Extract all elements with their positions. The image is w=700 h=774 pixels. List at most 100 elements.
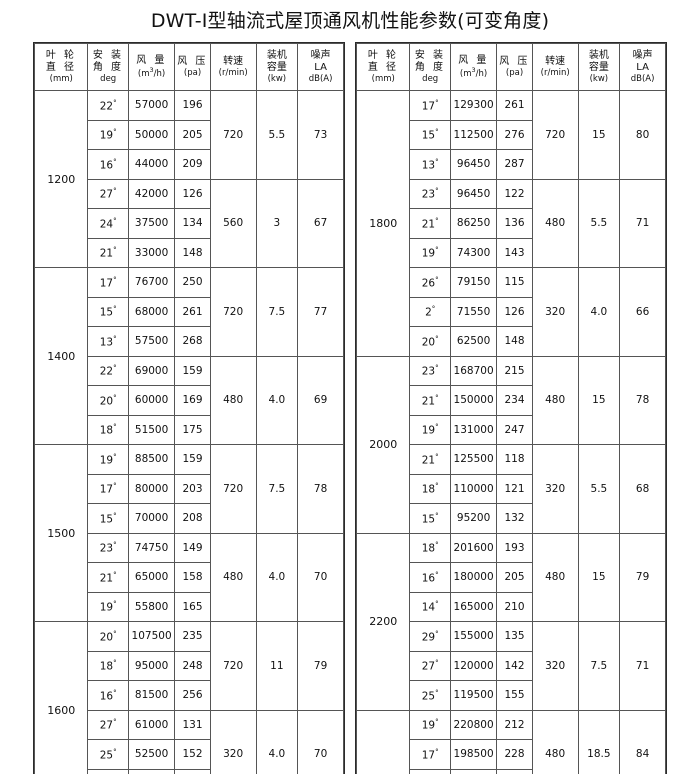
degree-symbol: °	[435, 600, 439, 608]
cell-noise: 69	[297, 355, 344, 445]
cell-flow: 44000	[127, 149, 176, 180]
cell-pressure: 196	[174, 90, 211, 121]
cell-flow: 42600	[127, 768, 176, 774]
degree-symbol: °	[435, 718, 439, 726]
cell-flow: 96450	[449, 149, 498, 180]
cell-angle: 17°	[409, 739, 451, 770]
degree-symbol: °	[113, 688, 117, 697]
cell-angle: 19°	[87, 444, 129, 475]
table-row: 1500 19° 88500 159 720 7.5 78	[33, 444, 344, 622]
cell-pressure: 256	[174, 680, 211, 711]
col-header-speed: 转速 (r/min)	[209, 43, 257, 91]
cell-flow: 76700	[127, 267, 176, 298]
degree-symbol: °	[113, 570, 117, 579]
col-header-noise: 噪声 LA dB(A)	[297, 43, 344, 91]
table-row: 15° 68000 261	[35, 296, 344, 327]
cell-angle: 23°	[409, 178, 451, 209]
cell-noise: 70	[297, 532, 344, 622]
col-header-pressure: 风 压 (pa)	[174, 43, 211, 91]
cell-flow: 155000	[449, 621, 498, 652]
cell-angle: 15°	[87, 503, 129, 534]
cell-angle: 19°	[87, 591, 129, 622]
cell-power: 3	[255, 178, 299, 268]
table-row: 23° 74750 149 480 4.0 70	[35, 532, 344, 622]
cell-angle: 18°	[87, 650, 129, 681]
cell-flow: 201600	[449, 532, 498, 563]
cell-pressure: 132	[496, 503, 533, 534]
cell-flow: 95000	[127, 650, 176, 681]
cell-pressure: 248	[174, 650, 211, 681]
cell-noise: 79	[619, 532, 666, 622]
page-title: DWT-I型轴流式屋顶通风机性能参数(可变角度)	[150, 10, 550, 32]
cell-flow: 51500	[127, 414, 176, 445]
cell-speed: 480	[209, 532, 257, 622]
cell-power: 5.5	[577, 178, 621, 268]
cell-speed: 320	[531, 444, 579, 534]
cell-angle: 16°	[87, 149, 129, 180]
degree-symbol: °	[435, 482, 439, 490]
degree-symbol: °	[113, 718, 117, 726]
table-body-left: 1200 22° 57000 196 720 5.5 73 19° 50000 205 16° 440…	[33, 90, 344, 774]
cell-flow: 198500	[449, 739, 498, 770]
cell-flow: 131000	[449, 414, 498, 445]
degree-symbol: °	[435, 246, 439, 254]
degree-symbol: °	[435, 216, 439, 225]
cell-speed: 720	[209, 90, 257, 180]
table-row: 19° 50000 205	[35, 119, 344, 150]
cell-noise: 71	[619, 621, 666, 711]
col-header-flow: 风 量 (m3/h)	[127, 43, 176, 91]
table-row: 27° 61000 131 320 4.0 70	[35, 709, 344, 774]
cell-angle: 17°	[409, 90, 451, 121]
cell-noise: 67	[297, 178, 344, 268]
degree-symbol: °	[435, 275, 439, 284]
table-row: 23° 96450 122 480 5.5 71	[357, 178, 666, 268]
degree-symbol: °	[113, 482, 117, 490]
cell-pressure: 247	[496, 414, 533, 445]
cell-noise: 73	[297, 90, 344, 180]
cell-noise: 68	[619, 444, 666, 534]
degree-symbol: °	[435, 334, 439, 343]
cell-speed: 480	[531, 532, 579, 622]
cell-power: 4.0	[255, 355, 299, 445]
performance-table-left: 叶 轮直 径 (mm) 安 装角 度 deg 风 量 (m3/h) 风 压 (pa) 转速 (r/…	[33, 42, 345, 774]
table-row: 29° 155000 135 320 7.5 71	[357, 621, 666, 711]
degree-symbol: °	[113, 423, 117, 431]
cell-power: 15	[577, 90, 621, 180]
degree-symbol: °	[113, 98, 117, 107]
cell-power: 4.0	[255, 532, 299, 622]
table-row: 1800 17° 129300 261 720 15 80	[355, 90, 666, 357]
cell-speed: 720	[209, 444, 257, 534]
cell-angle: 18°	[409, 473, 451, 504]
degree-symbol: °	[113, 393, 117, 402]
cell-flow: 150000	[449, 385, 498, 416]
cell-flow: 168700	[449, 355, 498, 386]
degree-symbol: °	[435, 629, 439, 638]
degree-symbol: °	[435, 747, 439, 756]
cell-pressure: 136	[496, 208, 533, 239]
table-row: 15° 95200 132	[357, 503, 666, 534]
degree-symbol: °	[113, 334, 117, 343]
cell-diameter: 1600	[33, 621, 89, 774]
cell-power: 5.5	[255, 90, 299, 180]
cell-pressure: 126	[174, 178, 211, 209]
cell-angle: 17°	[87, 267, 129, 298]
cell-pressure: 148	[496, 326, 533, 357]
cell-pressure: 287	[496, 149, 533, 180]
cell-pressure: 121	[496, 473, 533, 504]
col-header-pressure: 风 压 (pa)	[496, 43, 533, 91]
degree-symbol: °	[431, 305, 436, 313]
cell-pressure: 148	[174, 237, 211, 268]
degree-symbol: °	[113, 187, 117, 195]
cell-pressure: 165	[174, 591, 211, 622]
cell-power: 15	[577, 355, 621, 445]
cell-angle: 21°	[409, 444, 451, 475]
header-row: 叶 轮直 径 (mm) 安 装角 度 deg 风 量 (m3/h) 风 压 (pa) 转速 (r/…	[33, 43, 344, 91]
cell-angle: 23°	[87, 768, 129, 774]
cell-diameter: 1800	[355, 90, 411, 357]
table-row: 13° 96450 287	[357, 149, 666, 180]
cell-angle: 23°	[409, 355, 451, 386]
tables-container: 叶 轮直 径 (mm) 安 装角 度 deg 风 量 (m3/h) 风 压 (pa) 转速 (r/…	[33, 42, 667, 774]
table-header-right: 叶 轮直 径 (mm) 安 装角 度 deg 风 量 (m3/h) 风 压 (pa) 转速 (r/…	[355, 43, 666, 91]
cell-noise: 66	[619, 267, 666, 357]
table-row: 26° 79150 115 320 4.0 66	[357, 267, 666, 357]
